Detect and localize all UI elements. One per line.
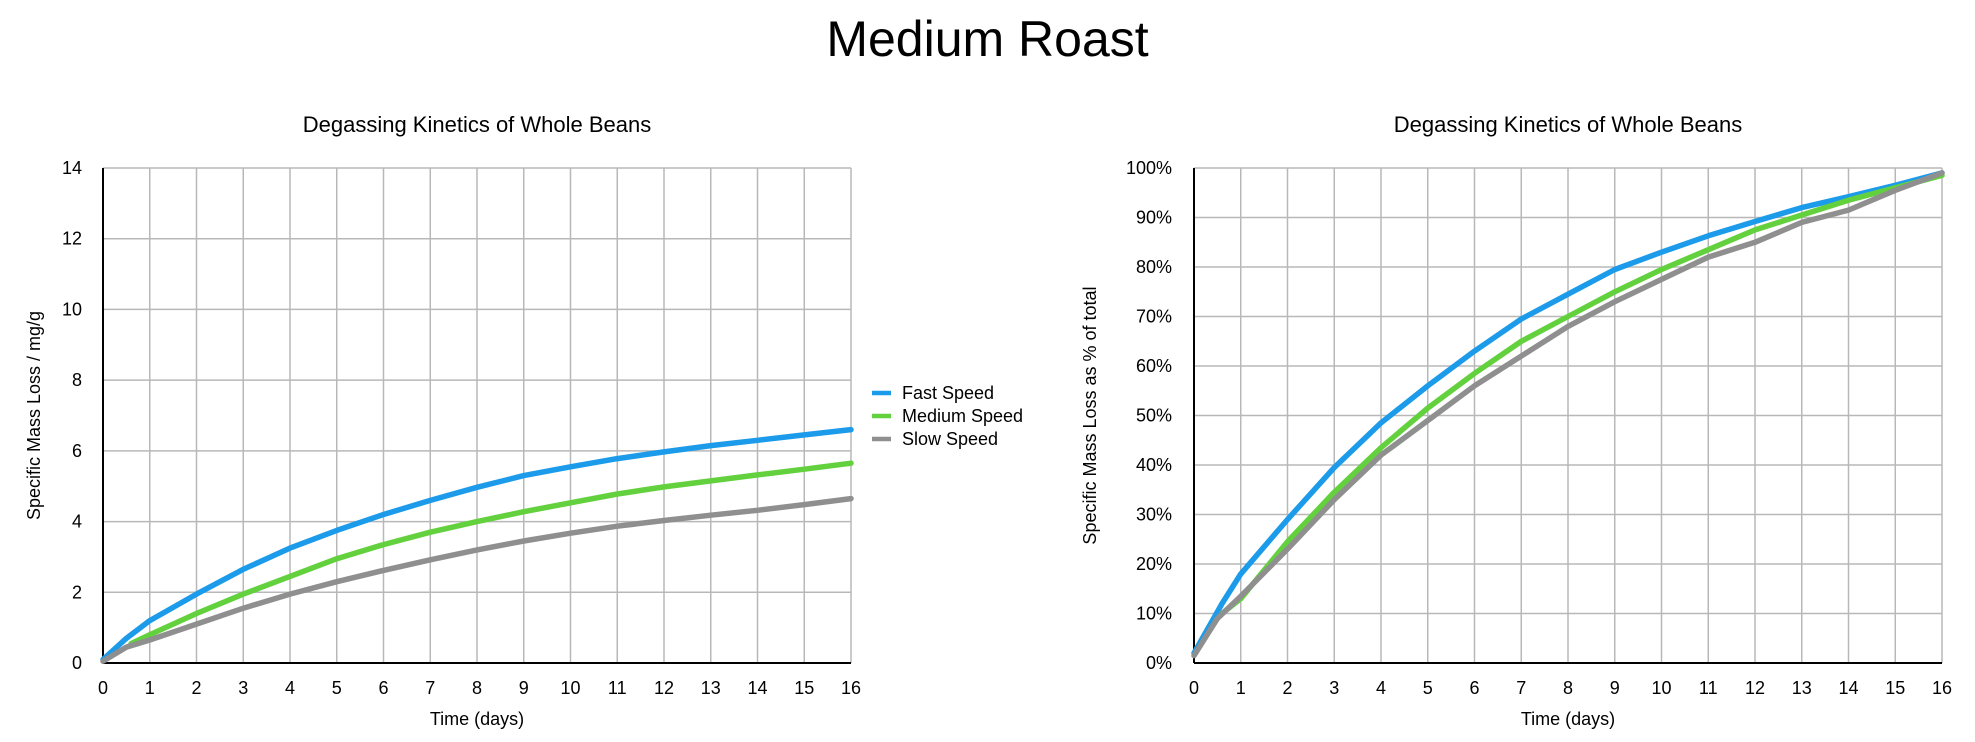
legend-label: Medium Speed — [902, 406, 1023, 426]
x-tick-label: 4 — [1376, 678, 1386, 698]
y-tick-label: 0% — [1146, 653, 1172, 673]
x-tick-label: 5 — [332, 678, 342, 698]
y-axis-label: Specific Mass Loss as % of total — [1080, 286, 1100, 544]
x-tick-label: 8 — [1563, 678, 1573, 698]
x-tick-label: 7 — [1516, 678, 1526, 698]
x-tick-label: 12 — [1745, 678, 1765, 698]
chart-title: Degassing Kinetics of Whole Beans — [303, 112, 652, 137]
x-tick-label: 13 — [1792, 678, 1812, 698]
series-line-medium-speed — [1219, 172, 1945, 617]
x-tick-label: 9 — [1610, 678, 1620, 698]
x-tick-label: 6 — [378, 678, 388, 698]
legend-label: Fast Speed — [902, 383, 994, 403]
y-tick-label: 100% — [1126, 158, 1172, 178]
y-tick-label: 50% — [1136, 406, 1172, 426]
x-tick-label: 10 — [1651, 678, 1671, 698]
y-tick-label: 14 — [62, 158, 82, 178]
x-tick-label: 3 — [1329, 678, 1339, 698]
y-tick-label: 80% — [1136, 257, 1172, 277]
chart-title: Degassing Kinetics of Whole Beans — [1394, 112, 1743, 137]
x-tick-label: 14 — [1838, 678, 1858, 698]
x-tick-label: 12 — [654, 678, 674, 698]
x-axis-label: Time (days) — [1521, 709, 1615, 729]
x-tick-label: 14 — [747, 678, 767, 698]
x-tick-label: 15 — [1885, 678, 1905, 698]
y-tick-label: 90% — [1136, 208, 1172, 228]
x-axis-label: Time (days) — [430, 709, 524, 729]
y-tick-label: 10 — [62, 299, 82, 319]
series-line-medium-speed — [128, 460, 854, 647]
y-tick-label: 6 — [72, 441, 82, 461]
x-tick-label: 1 — [1236, 678, 1246, 698]
x-tick-label: 11 — [608, 678, 627, 698]
y-tick-label: 70% — [1136, 307, 1172, 327]
y-tick-label: 0 — [72, 653, 82, 673]
x-tick-label: 5 — [1423, 678, 1433, 698]
y-axis-label: Specific Mass Loss / mg/g — [24, 311, 44, 520]
y-tick-label: 12 — [62, 229, 82, 249]
x-tick-label: 16 — [841, 678, 861, 698]
legend: Fast Speed Medium Speed Slow Speed — [872, 383, 1023, 449]
x-tick-label: 0 — [98, 678, 108, 698]
x-tick-label: 2 — [1282, 678, 1292, 698]
x-tick-label: 7 — [425, 678, 435, 698]
x-tick-label: 16 — [1932, 678, 1952, 698]
x-tick-label: 3 — [238, 678, 248, 698]
x-tick-label: 8 — [472, 678, 482, 698]
series-line-slow-speed — [100, 495, 854, 664]
legend-label: Slow Speed — [902, 429, 998, 449]
y-tick-label: 10% — [1136, 604, 1172, 624]
y-tick-label: 40% — [1136, 455, 1172, 475]
x-tick-label: 1 — [145, 678, 155, 698]
y-tick-label: 8 — [72, 370, 82, 390]
x-tick-label: 2 — [191, 678, 201, 698]
x-tick-label: 9 — [519, 678, 529, 698]
series-line-fast-speed — [100, 426, 854, 663]
page-title: Medium Roast — [826, 11, 1149, 67]
x-tick-label: 6 — [1469, 678, 1479, 698]
x-tick-label: 4 — [285, 678, 295, 698]
x-tick-label: 10 — [560, 678, 580, 698]
y-tick-label: 20% — [1136, 554, 1172, 574]
series-line-slow-speed — [1191, 170, 1945, 659]
x-tick-label: 13 — [701, 678, 721, 698]
x-tick-label: 11 — [1699, 678, 1718, 698]
x-tick-label: 15 — [794, 678, 814, 698]
y-tick-label: 60% — [1136, 356, 1172, 376]
series-line-fast-speed — [1191, 170, 1945, 656]
x-tick-label: 0 — [1189, 678, 1199, 698]
y-tick-label: 2 — [72, 582, 82, 602]
y-tick-label: 30% — [1136, 505, 1172, 525]
y-tick-label: 4 — [72, 512, 82, 532]
